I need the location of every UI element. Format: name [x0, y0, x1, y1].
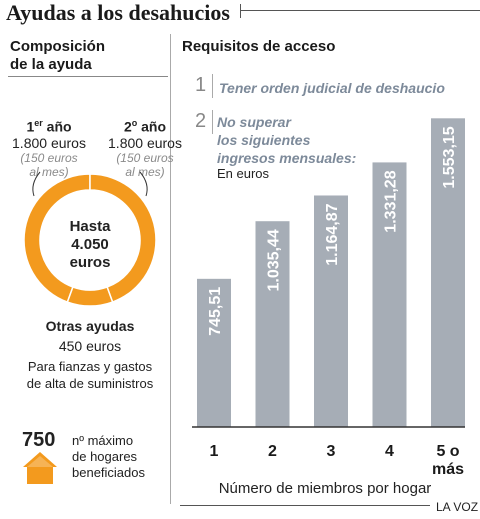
donut-segment-otras	[66, 286, 114, 307]
category-label-1: 1	[210, 443, 219, 460]
left-section-title: Composición de la ayuda	[10, 38, 160, 74]
composition-donut	[23, 171, 157, 307]
right-section-title: Requisitos de acceso	[182, 38, 336, 55]
bar-value-label-4: 1.331,28	[383, 170, 400, 232]
otras-title: Otras ayudas	[45, 318, 135, 334]
bar-4	[372, 162, 407, 428]
year2-amount: 1.800 euros	[108, 134, 182, 151]
left-title-line1: Composición	[10, 38, 106, 55]
otras-desc1: Para fianzas y gastos	[27, 359, 153, 374]
year2-title: 2o año	[100, 118, 190, 135]
bar-value-label-2: 1.035,44	[266, 229, 283, 291]
category-label-2: 2	[268, 443, 277, 460]
year1-ordinal: 1	[26, 118, 35, 135]
category-label-3: 3	[327, 443, 336, 460]
donut-line2: 4.050	[71, 236, 109, 253]
bar-value-label-5: 1.553,15	[441, 126, 458, 188]
year2-note2: al mes)	[125, 164, 165, 179]
year2-ordinal: 2	[123, 118, 132, 135]
otras-ayudas-block: Otras ayudas 450 euros Para fianzas y ga…	[10, 318, 170, 392]
year2-note1: (150 euros	[116, 150, 174, 165]
year1-title: 1er año	[4, 118, 94, 135]
donut-line3: euros	[69, 254, 111, 271]
bottom-rule	[180, 505, 430, 506]
year1-suffix: er	[34, 118, 43, 128]
year2-block: 2o año 1.800 euros (150 euros al mes)	[100, 118, 190, 179]
year1-leader-line	[32, 171, 41, 197]
req2-text3: ingresos mensuales:	[217, 150, 357, 166]
req2-text2: los siguientes	[217, 132, 311, 148]
income-bar-chart: 745,51 1.035,44 1.164,87 1.331,28 1.553,15 1…	[192, 118, 465, 478]
donut-line1: Hasta	[69, 218, 111, 235]
year2-word: año	[137, 118, 167, 135]
bar-value-label-1: 745,51	[207, 287, 224, 336]
req1-text: Tener orden judicial de deshaucio	[219, 80, 445, 96]
req2-divider	[212, 110, 213, 134]
category-label-5: 5 o	[436, 443, 459, 460]
bar-value-label-3: 1.164,87	[324, 203, 341, 265]
req1-divider	[212, 74, 213, 98]
req2-text1: No superar	[217, 114, 291, 130]
year1-word: año	[42, 118, 72, 135]
req1-number: 1	[195, 74, 207, 96]
households-label: nº máximo de hogares beneficiados	[72, 433, 172, 481]
left-title-line2: de la ayuda	[10, 56, 92, 73]
households-label1: nº máximo	[72, 433, 134, 448]
bar-5	[431, 118, 465, 428]
bar-2	[255, 221, 290, 427]
year1-block: 1er año 1.800 euros (150 euros al mes)	[4, 118, 94, 179]
category-label-4: 4	[385, 443, 394, 460]
bar-3	[314, 195, 348, 427]
households-count: 750	[22, 429, 56, 451]
year1-amount: 1.800 euros	[12, 134, 86, 151]
year1-note1: (150 euros	[20, 150, 78, 165]
donut-center-label: Hasta 4.050 euros	[30, 218, 150, 272]
headline: Ayudas a los desahucios	[6, 0, 230, 25]
headline-tick	[240, 4, 241, 18]
column-divider	[170, 34, 171, 504]
req2-number: 2	[195, 110, 207, 132]
bars-group: 745,51 1.035,44 1.164,87 1.331,28 1.553,15	[197, 118, 465, 428]
year2-leader-line	[139, 171, 148, 197]
otras-amount: 450 euros	[58, 338, 122, 354]
donut-segments	[23, 171, 157, 307]
req2-text: No superar los siguientes ingresos mensu…	[217, 113, 377, 167]
credit: LA VOZ	[436, 500, 479, 514]
category-label-5-line2: más	[432, 461, 464, 478]
left-title-rule	[8, 76, 168, 77]
bar-1	[197, 278, 231, 427]
req2-unit: En euros	[217, 166, 270, 181]
headline-rule	[240, 10, 480, 11]
households-label2: de hogares	[72, 449, 138, 464]
x-axis-label: Número de miembros por hogar	[218, 480, 432, 497]
otras-desc2: de alta de suministros	[26, 376, 154, 391]
house-icon	[23, 452, 57, 484]
year2-suffix: o	[131, 118, 138, 128]
households-label3: beneficiados	[72, 465, 145, 480]
year1-note2: al mes)	[29, 164, 69, 179]
